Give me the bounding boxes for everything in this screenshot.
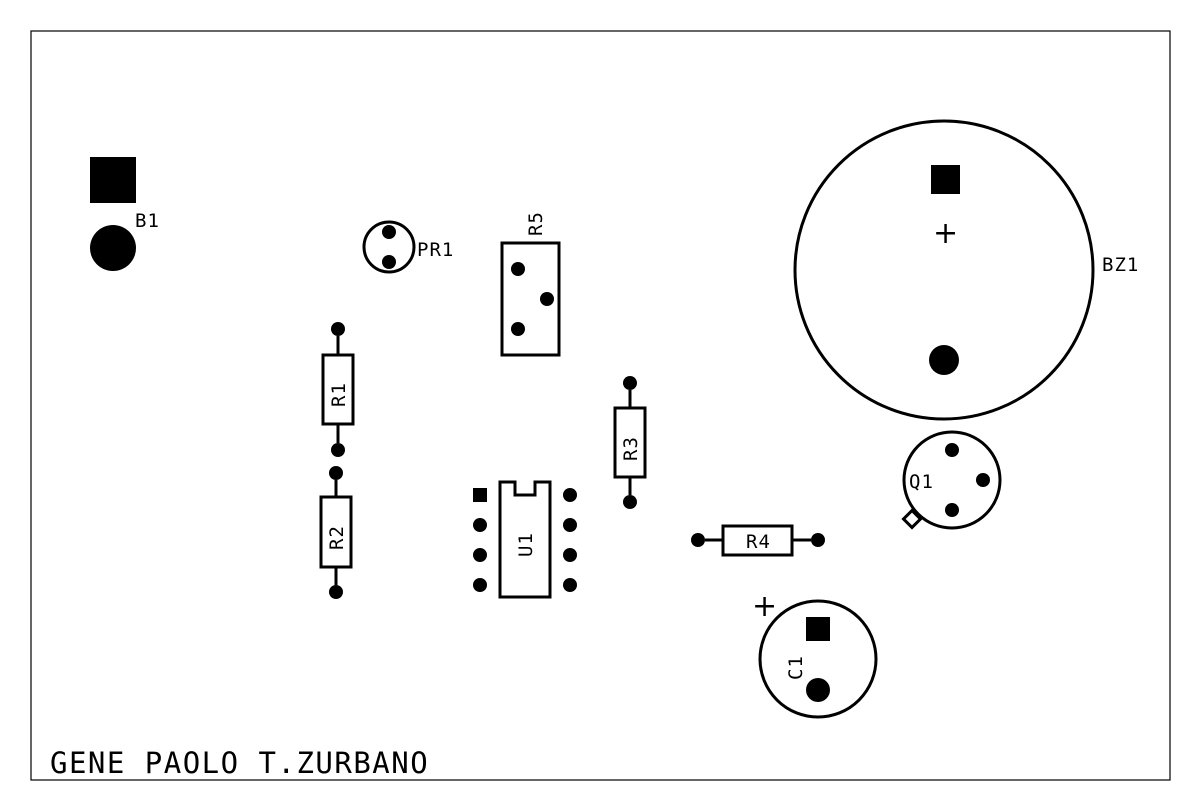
u1-pad bbox=[473, 548, 487, 562]
r1-pad bbox=[331, 322, 345, 336]
u1-outline bbox=[498, 480, 552, 599]
r4-label: R4 bbox=[746, 531, 771, 553]
q1-pad bbox=[976, 473, 990, 487]
r5-pad bbox=[511, 262, 525, 276]
r5-pad bbox=[511, 322, 525, 336]
q1-pad bbox=[945, 443, 959, 457]
r5-pad bbox=[540, 292, 554, 306]
r2-pad bbox=[329, 585, 343, 599]
c1-label: C1 bbox=[785, 655, 807, 680]
b1-round-pad bbox=[90, 225, 136, 271]
pr1-pad bbox=[382, 225, 396, 239]
component-r5: R5 bbox=[500, 211, 561, 357]
component-u1: U1 bbox=[473, 480, 577, 599]
b1-square-pad bbox=[90, 157, 136, 203]
board-outline bbox=[30, 30, 1171, 781]
pr1-label: PR1 bbox=[417, 239, 454, 261]
component-b1: B1 bbox=[90, 157, 160, 271]
bz1-outline bbox=[793, 119, 1095, 421]
r1-label: R1 bbox=[328, 382, 350, 407]
component-r3: R3 bbox=[613, 376, 647, 509]
c1-square-pad bbox=[806, 617, 830, 641]
component-q1: Q1 bbox=[901, 430, 1002, 530]
r1-pad bbox=[331, 443, 345, 457]
u1-pad bbox=[563, 518, 577, 532]
bz1-plus-mark: + bbox=[933, 216, 958, 251]
component-r1: R1 bbox=[321, 322, 355, 457]
bz1-square-pad bbox=[931, 165, 960, 194]
q1-label: Q1 bbox=[909, 471, 934, 493]
u1-pad bbox=[473, 518, 487, 532]
r3-pad bbox=[623, 495, 637, 509]
r5-outline bbox=[500, 241, 561, 357]
pr1-outline bbox=[362, 220, 416, 274]
u1-pad bbox=[563, 488, 577, 502]
r5-label: R5 bbox=[525, 211, 547, 236]
u1-pin1-pad bbox=[473, 488, 487, 502]
q1-pad bbox=[945, 503, 959, 517]
r4-pad bbox=[691, 533, 705, 547]
q1-tab bbox=[901, 508, 923, 530]
component-c1: + C1 bbox=[752, 589, 878, 719]
u1-pad bbox=[473, 578, 487, 592]
c1-round-pad bbox=[806, 678, 830, 702]
r3-pad bbox=[623, 376, 637, 390]
bz1-label: BZ1 bbox=[1102, 254, 1139, 276]
component-pr1: PR1 bbox=[362, 220, 454, 274]
pr1-pad bbox=[382, 255, 396, 269]
u1-pad bbox=[563, 548, 577, 562]
bz1-round-pad bbox=[929, 345, 959, 375]
u1-label: U1 bbox=[515, 532, 537, 557]
r2-pad bbox=[329, 466, 343, 480]
u1-pad bbox=[563, 578, 577, 592]
r4-pad bbox=[811, 533, 825, 547]
c1-plus-mark: + bbox=[752, 589, 777, 624]
b1-label: B1 bbox=[135, 210, 160, 232]
r2-label: R2 bbox=[326, 525, 348, 550]
c1-outline bbox=[758, 599, 878, 719]
component-r4: R4 bbox=[691, 524, 825, 557]
r3-label: R3 bbox=[620, 436, 642, 461]
q1-outline bbox=[902, 430, 1002, 530]
component-r2: R2 bbox=[319, 466, 353, 599]
component-bz1: + BZ1 bbox=[793, 119, 1139, 421]
author-text: GENE PAOLO T.ZURBANO bbox=[50, 746, 429, 780]
